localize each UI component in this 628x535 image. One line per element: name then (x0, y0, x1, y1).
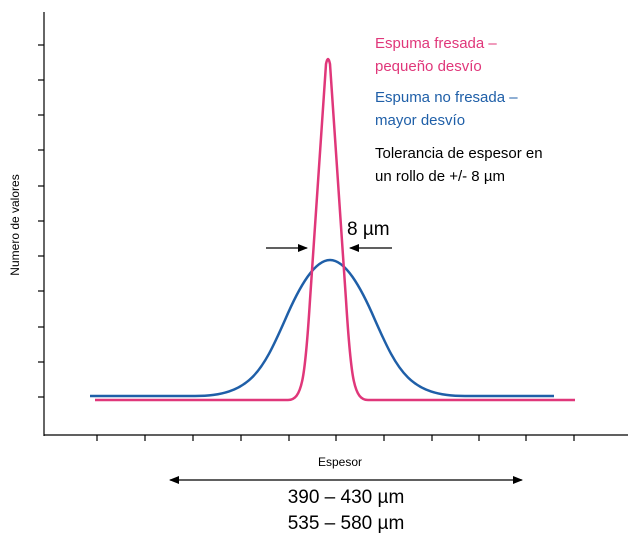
axes (38, 12, 628, 441)
x-ticks (96, 435, 575, 441)
annotation: 8 µm (347, 219, 390, 240)
legend-label: Espuma fresada – (375, 35, 497, 52)
legend-label: un rollo de +/- 8 µm (375, 168, 505, 185)
y-axis-label: Numero de valores (8, 174, 22, 275)
legend-label: pequeño desvío (375, 58, 482, 75)
legend-label: Espuma no fresada – (375, 89, 518, 106)
range-label: 390 – 430 µm (288, 487, 405, 508)
unmilled-curve (90, 258, 554, 398)
y-ticks (38, 44, 44, 398)
milled-curve (95, 57, 575, 402)
legend-label: mayor desvío (375, 112, 465, 129)
range-label: 535 – 580 µm (288, 513, 405, 534)
legend-label: Tolerancia de espesor en (375, 145, 543, 162)
x-axis-label: Espesor (318, 455, 362, 469)
